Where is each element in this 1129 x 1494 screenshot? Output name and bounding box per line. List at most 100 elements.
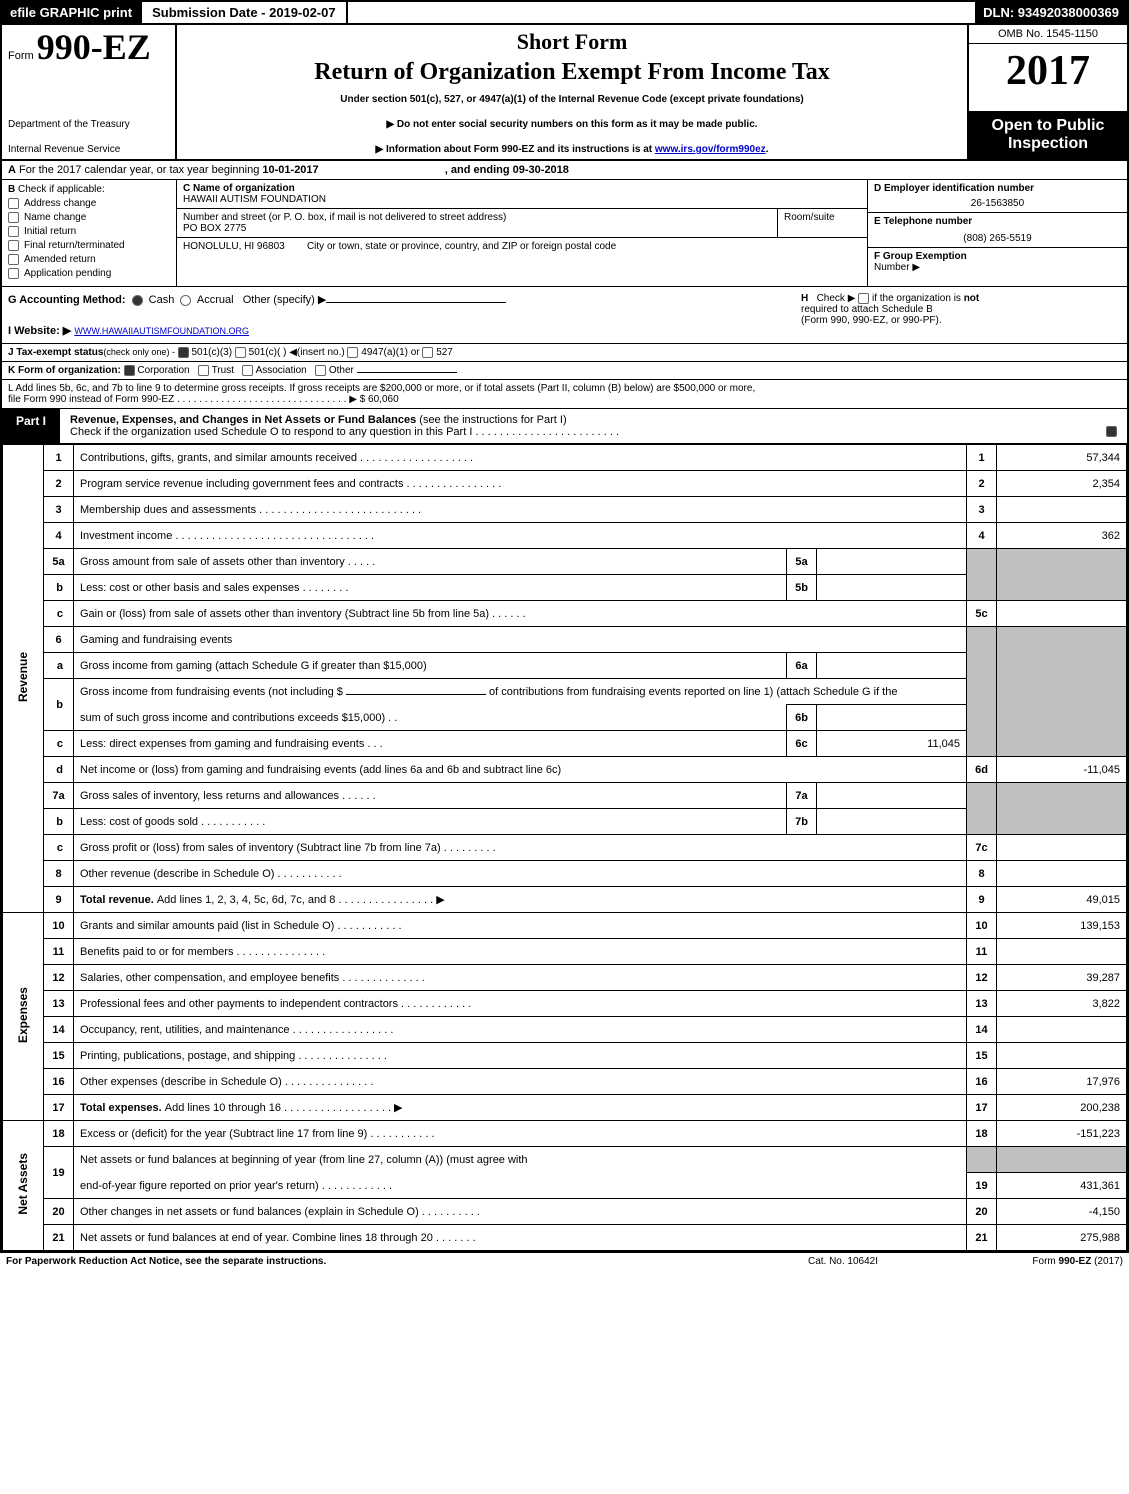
checkbox-trust[interactable] bbox=[198, 365, 209, 376]
table-row: end-of-year figure reported on prior yea… bbox=[3, 1173, 1127, 1199]
checkbox-label: Address change bbox=[24, 198, 96, 209]
table-row: Revenue 1 Contributions, gifts, grants, … bbox=[3, 445, 1127, 471]
group-exemption-number-label: Number ▶ bbox=[874, 262, 920, 273]
right-num: 17 bbox=[967, 1095, 997, 1121]
k-other: Other bbox=[329, 365, 354, 376]
h-checkbox[interactable] bbox=[858, 293, 869, 304]
right-val bbox=[997, 835, 1127, 861]
checkbox-501c[interactable] bbox=[235, 347, 246, 358]
mid-val bbox=[817, 549, 967, 575]
line-num: c bbox=[44, 835, 74, 861]
checkbox-association[interactable] bbox=[242, 365, 253, 376]
right-val: 2,354 bbox=[997, 471, 1127, 497]
j-501c3: 501(c)(3) bbox=[192, 347, 233, 358]
mid-num: 5a bbox=[787, 549, 817, 575]
checkbox-other-org[interactable] bbox=[315, 365, 326, 376]
l9-bold: Total revenue. bbox=[80, 894, 157, 906]
l6b-blank[interactable] bbox=[346, 694, 486, 695]
irs-link[interactable]: www.irs.gov/form990ez bbox=[655, 144, 766, 155]
h-not: not bbox=[964, 293, 980, 304]
line-a-begin: 10-01-2017 bbox=[262, 164, 318, 176]
line-num: 18 bbox=[44, 1121, 74, 1147]
table-row: 15 Printing, publications, postage, and … bbox=[3, 1043, 1127, 1069]
table-row: c Gross profit or (loss) from sales of i… bbox=[3, 835, 1127, 861]
line-desc: Excess or (deficit) for the year (Subtra… bbox=[74, 1121, 967, 1147]
open-public-line2: Inspection bbox=[971, 135, 1125, 153]
checkbox-amended[interactable]: Amended return bbox=[8, 254, 170, 265]
line-num: b bbox=[44, 809, 74, 835]
footer-bold: 990-EZ bbox=[1059, 1256, 1092, 1267]
line-desc: Benefits paid to or for members . . . . … bbox=[74, 939, 967, 965]
radio-accrual[interactable] bbox=[180, 295, 191, 306]
other-specify-blank[interactable] bbox=[326, 302, 506, 303]
checkbox-4947[interactable] bbox=[347, 347, 358, 358]
mid-val: 11,045 bbox=[817, 731, 967, 757]
accrual-label: Accrual bbox=[197, 294, 234, 306]
dept-treasury: Department of the Treasury bbox=[8, 119, 169, 130]
l-row: L Add lines 5b, 6c, and 7b to line 9 to … bbox=[2, 380, 1127, 409]
part-1-check-line: Check if the organization used Schedule … bbox=[70, 426, 619, 438]
right-num: 9 bbox=[967, 887, 997, 913]
checkbox-final-return[interactable]: Final return/terminated bbox=[8, 240, 170, 251]
line-desc: Contributions, gifts, grants, and simila… bbox=[74, 445, 967, 471]
h-section: H Check ▶ if the organization is not req… bbox=[801, 293, 1121, 337]
right-num: 7c bbox=[967, 835, 997, 861]
checkbox-address-change[interactable]: Address change bbox=[8, 198, 170, 209]
h-check-label: Check ▶ bbox=[817, 293, 856, 304]
checkbox-icon bbox=[8, 254, 19, 265]
checkbox-527[interactable] bbox=[422, 347, 433, 358]
line-desc: Total revenue. Add lines 1, 2, 3, 4, 5c,… bbox=[74, 887, 967, 913]
expenses-side-label: Expenses bbox=[3, 913, 44, 1121]
mid-num: 6c bbox=[787, 731, 817, 757]
table-row: 5a Gross amount from sale of assets othe… bbox=[3, 549, 1127, 575]
line-desc: Gain or (loss) from sale of assets other… bbox=[74, 601, 967, 627]
checkbox-application-pending[interactable]: Application pending bbox=[8, 268, 170, 279]
right-val bbox=[997, 497, 1127, 523]
city-label: City or town, state or province, country… bbox=[307, 241, 616, 252]
shaded-cell bbox=[997, 627, 1127, 757]
right-val bbox=[997, 861, 1127, 887]
line-num: 4 bbox=[44, 523, 74, 549]
org-name-label: C Name of organization bbox=[183, 183, 295, 194]
right-val: 431,361 bbox=[997, 1173, 1127, 1199]
info-text-suffix: . bbox=[766, 144, 769, 155]
checkbox-initial-return[interactable]: Initial return bbox=[8, 226, 170, 237]
mid-num: 7a bbox=[787, 783, 817, 809]
table-row: a Gross income from gaming (attach Sched… bbox=[3, 653, 1127, 679]
radio-cash[interactable] bbox=[132, 295, 143, 306]
table-row: 21 Net assets or fund balances at end of… bbox=[3, 1225, 1127, 1251]
line-desc: Membership dues and assessments . . . . … bbox=[74, 497, 967, 523]
line-desc: Other revenue (describe in Schedule O) .… bbox=[74, 861, 967, 887]
table-row: c Gain or (loss) from sale of assets oth… bbox=[3, 601, 1127, 627]
ein-cell: D Employer identification number 26-1563… bbox=[868, 180, 1127, 213]
k-other-blank[interactable] bbox=[357, 372, 457, 373]
line-num: 13 bbox=[44, 991, 74, 1017]
line-num: 14 bbox=[44, 1017, 74, 1043]
schedule-o-checkbox[interactable] bbox=[1106, 426, 1117, 437]
right-num: 20 bbox=[967, 1199, 997, 1225]
checkbox-corporation[interactable] bbox=[124, 365, 135, 376]
table-row: Net Assets 18 Excess or (deficit) for th… bbox=[3, 1121, 1127, 1147]
line-num: 10 bbox=[44, 913, 74, 939]
line-desc: Gross income from gaming (attach Schedul… bbox=[74, 653, 787, 679]
right-num: 4 bbox=[967, 523, 997, 549]
column-c: C Name of organization HAWAII AUTISM FOU… bbox=[177, 180, 867, 286]
netassets-side-label: Net Assets bbox=[3, 1121, 44, 1251]
line-a-text1: For the 2017 calendar year, or tax year … bbox=[19, 164, 262, 176]
line-num: 20 bbox=[44, 1199, 74, 1225]
line-num: 9 bbox=[44, 887, 74, 913]
line-desc: Total expenses. Add lines 10 through 16 … bbox=[74, 1095, 967, 1121]
line-desc: Less: direct expenses from gaming and fu… bbox=[74, 731, 787, 757]
footer-form-ref: Form 990-EZ (2017) bbox=[943, 1256, 1123, 1267]
line-desc: Gross profit or (loss) from sales of inv… bbox=[74, 835, 967, 861]
ein-label: D Employer identification number bbox=[874, 183, 1034, 194]
website-link[interactable]: WWW.HAWAIIAUTISMFOUNDATION.ORG bbox=[74, 326, 249, 336]
line-a: A For the 2017 calendar year, or tax yea… bbox=[2, 161, 1127, 180]
part-1-header: Part I Revenue, Expenses, and Changes in… bbox=[2, 409, 1127, 444]
open-public-line1: Open to Public bbox=[971, 117, 1125, 135]
phone-cell: E Telephone number (808) 265-5519 bbox=[868, 213, 1127, 248]
footer-paperwork: For Paperwork Reduction Act Notice, see … bbox=[6, 1256, 743, 1267]
checkbox-name-change[interactable]: Name change bbox=[8, 212, 170, 223]
checkbox-501c3[interactable] bbox=[178, 347, 189, 358]
room-label: Room/suite bbox=[784, 212, 835, 223]
